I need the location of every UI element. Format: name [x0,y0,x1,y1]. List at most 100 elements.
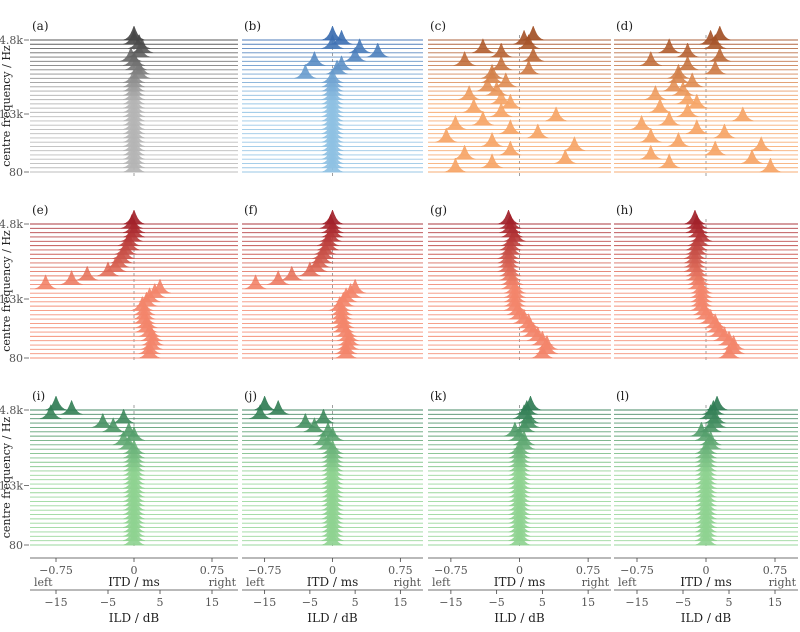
x-tick-label: −0.75 [39,564,73,577]
ridge [499,93,522,109]
ridge [676,42,699,58]
ridge [658,38,681,54]
ridge [267,399,290,415]
ridge [499,140,522,156]
ridge [705,395,729,411]
ridge [667,131,690,147]
x2-tick-label: 15 [393,596,407,609]
x2-tick-label: 5 [726,596,733,609]
x-left-label: left [618,576,637,589]
x-tick-label: 0.75 [200,564,225,577]
x-tick-label: 0 [703,564,710,577]
x2-tick-label: −15 [44,596,67,609]
ridge [499,118,522,134]
ridge [444,114,467,130]
ridge [517,59,540,75]
ridge [435,127,458,143]
x-right-label: right [582,576,610,589]
ridge [253,395,276,411]
ridge [526,123,549,139]
panel-j [242,395,423,549]
ridge [471,110,494,126]
x2-tick-label: −15 [253,596,276,609]
ridge [444,157,467,173]
ridge [453,144,476,160]
ridge [348,38,371,54]
ridge [330,55,353,71]
ridge [519,395,542,411]
panel-label: (j) [244,389,257,403]
ridge [294,63,317,79]
x-tick-label: −0.75 [248,564,282,577]
y-axis-label: centre frequency / Hz [0,417,13,539]
x2-tick-label: −5 [675,596,691,609]
ridge [704,59,727,75]
ridge [639,144,662,160]
y-axis-label: centre frequency / Hz [0,230,13,352]
ridge [462,97,485,113]
ridge [303,417,326,433]
ridge [639,50,662,66]
panel-label: (a) [32,19,49,33]
ridge [494,72,517,88]
ridge [267,269,290,285]
ridge [453,50,476,66]
panel-label: (h) [616,203,633,217]
ridge [119,46,142,62]
ridge [639,127,662,143]
ridge [676,101,699,117]
ridge [685,118,708,134]
ridge [513,29,536,45]
ridge [122,25,146,41]
x2-tick-label: −5 [489,596,505,609]
ridge [497,209,520,225]
ridge [481,131,504,147]
ridge [522,25,545,41]
ridge [490,42,513,58]
x2-tick-label: −5 [100,596,116,609]
x-right-label: right [394,576,422,589]
x2-axis-label: ILD / dB [109,611,160,625]
ridge [44,395,68,411]
ridge [96,261,120,277]
panel-label: (i) [32,389,45,403]
x2-tick-label: −5 [302,596,318,609]
x-tick-label: −0.75 [620,564,654,577]
ridge [303,50,326,66]
ridge [490,55,513,71]
x2-axis-label: ILD / dB [307,611,358,625]
panel-a [30,25,238,176]
ridge [676,55,699,71]
panel-k [428,395,611,549]
ridge [671,80,695,96]
ridge [244,274,267,290]
panel-label: (c) [430,19,446,33]
ridge [658,153,681,168]
panel-e [30,209,238,362]
ridge [503,421,526,437]
x2-tick-label: 5 [352,596,359,609]
y-tick-label: 80 [9,539,23,552]
ridge [112,408,135,424]
panel-label: (d) [616,19,633,33]
panel-label: (l) [616,389,629,403]
ridge [117,421,140,437]
x-right-label: right [209,576,237,589]
ridge [481,153,504,168]
y-tick-label: 80 [9,166,23,179]
y-tick-label: 1.3k [0,293,23,306]
ridge [731,106,754,122]
ridge [366,42,389,58]
x-right-label: right [769,576,797,589]
panel-l [614,395,798,549]
ridge [102,417,125,433]
y-axis-label: centre frequency / Hz [0,45,13,167]
y-tick-label: 1.3k [0,480,23,493]
ridge [76,265,99,281]
x2-tick-label: −15 [439,596,462,609]
x2-axis-label: ILD / dB [494,611,545,625]
ridge [750,136,773,151]
x-tick-label: 0.75 [576,564,601,577]
ridge [708,46,731,62]
ridge [344,278,367,294]
